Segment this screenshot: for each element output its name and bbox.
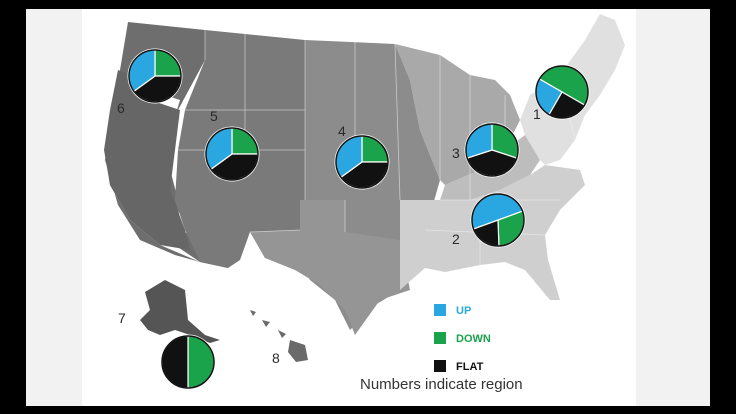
map-caption: Numbers indicate region [360,376,523,393]
panel-margin-right [636,9,710,406]
region-label-4: 4 [338,123,346,139]
region-label-7: 7 [118,310,126,326]
pie-border-region-2 [471,193,525,247]
legend: UP DOWN FLAT [434,304,491,373]
region-pie-charts [127,48,590,390]
legend-up-label: UP [456,305,471,317]
legend-down-swatch [434,332,446,344]
legend-flat-swatch [434,360,446,372]
pie-border-region-7 [161,335,215,389]
pie-border-region-1 [535,65,589,119]
legend-up-swatch [434,304,446,316]
pie-slice-down-region-7 [187,335,215,389]
region-label-1: 1 [533,106,541,122]
pie-border-region-4 [335,135,389,189]
alaska-area [140,280,220,343]
region-label-5: 5 [210,108,218,124]
texas-area [250,200,410,335]
california-nevada-area [104,70,190,250]
pie-border-region-3 [465,123,519,177]
hawaii-area [250,310,308,362]
legend-flat-label: FLAT [456,361,484,373]
legend-down-label: DOWN [456,333,491,345]
pie-border-region-6 [128,49,182,103]
region-label-2: 2 [452,231,460,247]
panel-margin-left [26,9,82,406]
region-label-3: 3 [452,145,460,161]
pie-slice-flat-region-7 [161,335,189,389]
region-label-8: 8 [272,350,280,366]
region-label-6: 6 [117,100,125,116]
pie-border-region-5 [205,127,259,181]
